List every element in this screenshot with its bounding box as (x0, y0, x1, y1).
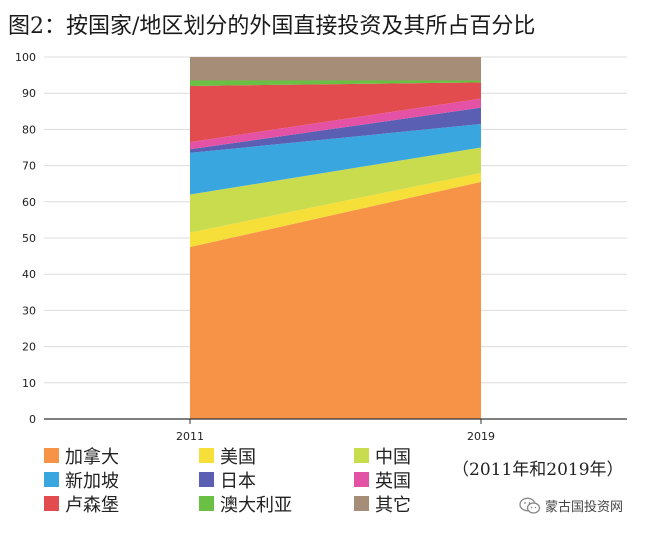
y-tick-label: 70 (22, 160, 36, 173)
legend-swatch (44, 496, 59, 511)
y-tick-label: 50 (22, 232, 36, 245)
area-中国 (190, 147, 481, 233)
legend-swatch (199, 496, 214, 511)
legend-label: 英国 (375, 470, 411, 492)
wechat-icon (519, 497, 541, 514)
area-美国 (190, 172, 481, 248)
area-日本 (190, 107, 481, 153)
chart-title: 图2：按国家/地区划分的外国直接投资及其所占百分比 (8, 14, 536, 39)
legend: 加拿大 美国 中国 新加坡 日本 英国 卢森堡 澳大利亚 其它 (44, 444, 464, 516)
legend-swatch (354, 496, 369, 511)
legend-label: 加拿大 (65, 446, 119, 468)
legend-swatch (354, 448, 369, 463)
watermark-text: 蒙古国投资网 (545, 500, 624, 515)
area-英国 (190, 98, 481, 150)
y-tick-label: 10 (22, 377, 36, 390)
area-卢森堡 (190, 82, 481, 143)
stacked-area-chart: 0 10 20 30 40 50 60 70 80 90 100 2011 2019 (15, 51, 627, 443)
legend-item: 日本 (199, 468, 354, 492)
x-tick-label: 2011 (176, 430, 204, 443)
area-澳大利亚 (190, 80, 481, 86)
x-tick-label: 2019 (467, 430, 495, 443)
y-tick-label: 0 (29, 413, 36, 426)
legend-label: 澳大利亚 (220, 494, 292, 516)
legend-item: 澳大利亚 (199, 492, 354, 516)
y-tick-label: 60 (22, 196, 36, 209)
legend-item: 美国 (199, 444, 354, 468)
legend-item: 英国 (354, 468, 464, 492)
y-tick-label: 80 (22, 123, 36, 136)
legend-swatch (199, 448, 214, 463)
legend-swatch (44, 448, 59, 463)
legend-item: 卢森堡 (44, 492, 199, 516)
legend-label: 中国 (375, 446, 411, 468)
y-tick-label: 100 (15, 51, 36, 64)
chart-subtitle: （2011年和2019年） (452, 460, 624, 480)
legend-label: 美国 (220, 446, 256, 468)
area-加拿大 (190, 181, 481, 419)
area-新加坡 (190, 123, 481, 195)
legend-swatch (44, 472, 59, 487)
legend-label: 新加坡 (65, 470, 119, 492)
legend-label: 日本 (220, 470, 256, 492)
legend-item: 其它 (354, 492, 464, 516)
legend-item: 新加坡 (44, 468, 199, 492)
y-tick-label: 90 (22, 87, 36, 100)
legend-swatch (199, 472, 214, 487)
legend-item: 中国 (354, 444, 464, 468)
area-其它 (190, 57, 481, 81)
legend-item: 加拿大 (44, 444, 199, 468)
legend-label: 其它 (375, 494, 411, 516)
watermark: 蒙古国投资网 (519, 496, 623, 515)
y-tick-label: 40 (22, 268, 36, 281)
legend-swatch (354, 472, 369, 487)
y-tick-label: 20 (22, 341, 36, 354)
y-tick-label: 30 (22, 304, 36, 317)
legend-label: 卢森堡 (65, 494, 119, 516)
